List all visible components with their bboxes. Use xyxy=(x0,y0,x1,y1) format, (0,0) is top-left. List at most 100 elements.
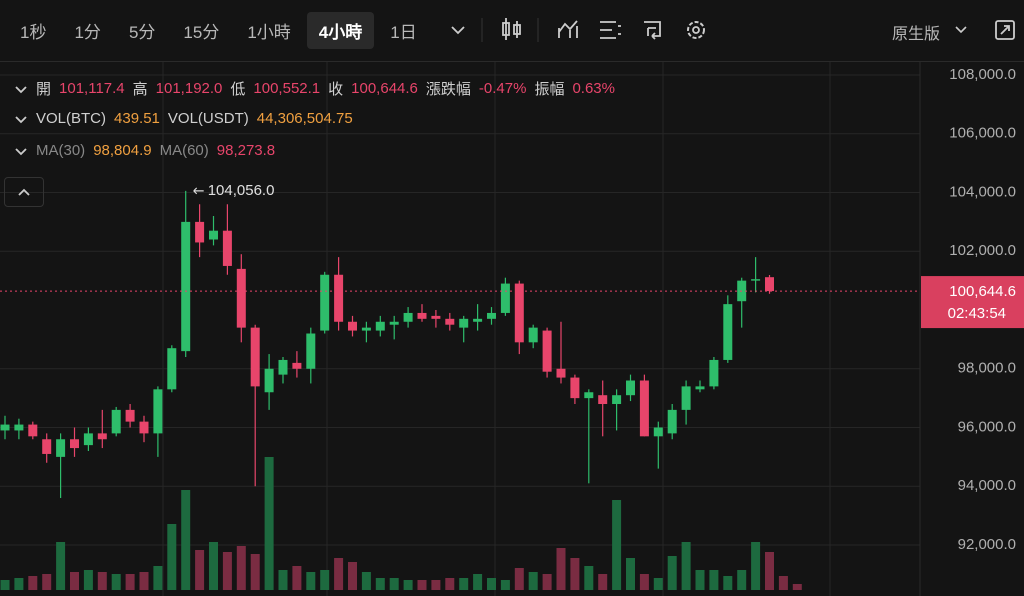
candle-body xyxy=(222,230,232,266)
volume-bar xyxy=(14,578,24,590)
indicator-icon[interactable] xyxy=(558,20,578,38)
volume-bar xyxy=(195,550,205,590)
candle-body xyxy=(320,274,330,331)
volume-bar xyxy=(320,570,330,590)
candle-body xyxy=(417,312,427,319)
interval-tab[interactable]: 1日 xyxy=(390,23,417,42)
candle-body xyxy=(361,327,371,331)
candle-body xyxy=(500,283,510,313)
candle-body xyxy=(598,395,608,405)
version-dropdown[interactable] xyxy=(955,26,967,34)
candle-type-icon[interactable] xyxy=(502,18,521,40)
volume-bar xyxy=(514,568,524,590)
candle-body xyxy=(653,427,663,437)
dropdown-icon[interactable] xyxy=(451,26,465,35)
volume-bar xyxy=(389,578,399,590)
volume-bar xyxy=(445,578,455,590)
legend-value: 0.63% xyxy=(572,80,615,97)
settings-list-icon[interactable] xyxy=(600,21,621,39)
legend-value: -0.47% xyxy=(478,80,527,97)
legend-value: 100,552.1 xyxy=(253,80,321,97)
candle-body xyxy=(97,433,107,440)
volume-bar xyxy=(0,580,10,590)
legend-value: 98,273.8 xyxy=(216,142,276,159)
candle-body xyxy=(459,318,469,328)
legend-label: 開 xyxy=(36,81,52,98)
volume-bar xyxy=(417,580,427,590)
volume-bar xyxy=(348,562,357,590)
settings-icon[interactable] xyxy=(687,21,705,39)
collapse-button[interactable] xyxy=(4,177,44,207)
interval-tab[interactable]: 1秒 xyxy=(20,23,47,42)
legend-value: 44,306,504.75 xyxy=(256,110,353,127)
candle-body xyxy=(709,359,719,387)
fullscreen-icon[interactable] xyxy=(995,20,1015,40)
volume-bar xyxy=(528,572,538,590)
candle-body xyxy=(389,321,399,325)
volume-bar xyxy=(236,546,246,590)
interval-list: 1秒 1分 5分 15分 1小時 4小時 1日 xyxy=(8,12,429,49)
candle-body xyxy=(292,362,302,369)
ohlc-legend: 開 101,117.4 高 101,192.0 低 100,552.1 收 100,644.6… xyxy=(14,78,615,99)
candle-body xyxy=(334,274,344,322)
candle-body xyxy=(306,333,316,369)
candle-body xyxy=(514,283,524,343)
candle-body xyxy=(667,409,677,434)
candle-body xyxy=(626,380,635,396)
volume-bar xyxy=(139,572,149,590)
candle-body xyxy=(153,389,163,434)
expand-icon[interactable] xyxy=(14,144,28,158)
replay-icon[interactable] xyxy=(644,21,661,40)
volume-bar xyxy=(792,584,802,590)
volume-bar xyxy=(250,554,260,590)
expand-icon[interactable] xyxy=(14,82,28,96)
volume-bar xyxy=(723,576,733,590)
volume-bar xyxy=(111,574,121,590)
volume-bar xyxy=(612,500,622,590)
volume-bar xyxy=(709,570,719,590)
interval-tab[interactable]: 5分 xyxy=(128,23,156,42)
volume-bar xyxy=(626,558,635,590)
legend-label: 振幅 xyxy=(534,81,565,98)
max-price-label: 104,056.0 xyxy=(208,182,275,199)
last-price-label: 100,644.6 xyxy=(949,283,1016,300)
volume-bar xyxy=(264,457,274,590)
volume-bar xyxy=(487,578,496,590)
candle-body xyxy=(209,230,218,240)
volume-bar xyxy=(459,578,469,590)
interval-tab[interactable]: 4小時 xyxy=(306,12,375,49)
volume-bar xyxy=(83,570,93,590)
candle-body xyxy=(125,409,135,422)
y-tick-label: 94,000.0 xyxy=(958,477,1016,494)
y-tick-label: 96,000.0 xyxy=(958,418,1016,435)
candle-body xyxy=(487,312,496,319)
version-select[interactable]: 原生版 xyxy=(892,26,941,43)
volume-bar xyxy=(653,578,663,590)
candle-body xyxy=(139,421,149,434)
legend-label: 低 xyxy=(230,81,246,98)
candle-body xyxy=(445,318,455,325)
candle-body xyxy=(181,221,191,352)
interval-tab[interactable]: 15分 xyxy=(183,23,220,42)
candle-body xyxy=(765,277,774,292)
legend-value: 439.51 xyxy=(114,110,160,127)
volume-bar xyxy=(737,570,747,590)
candle-body xyxy=(542,330,552,372)
expand-icon[interactable] xyxy=(14,112,28,126)
candle-body xyxy=(167,348,177,390)
interval-tab[interactable]: 1小時 xyxy=(247,23,291,42)
volume-bar xyxy=(765,552,774,590)
interval-tab[interactable]: 1分 xyxy=(74,23,101,42)
volume-bar xyxy=(222,552,232,590)
toolbar: 1秒 1分 5分 15分 1小時 4小時 1日 原生版 xyxy=(0,0,1024,62)
legend-label: 漲跌幅 xyxy=(425,81,471,98)
candle-body xyxy=(111,409,121,434)
y-tick-label: 104,000.0 xyxy=(949,183,1016,200)
volume-bar xyxy=(778,576,788,590)
legend-label: 高 xyxy=(132,81,148,98)
candle-body xyxy=(375,321,385,331)
candle-body xyxy=(723,304,733,360)
legend-label: 收 xyxy=(328,81,344,98)
legend-value: 101,117.4 xyxy=(59,80,125,97)
candle-body xyxy=(83,433,93,446)
